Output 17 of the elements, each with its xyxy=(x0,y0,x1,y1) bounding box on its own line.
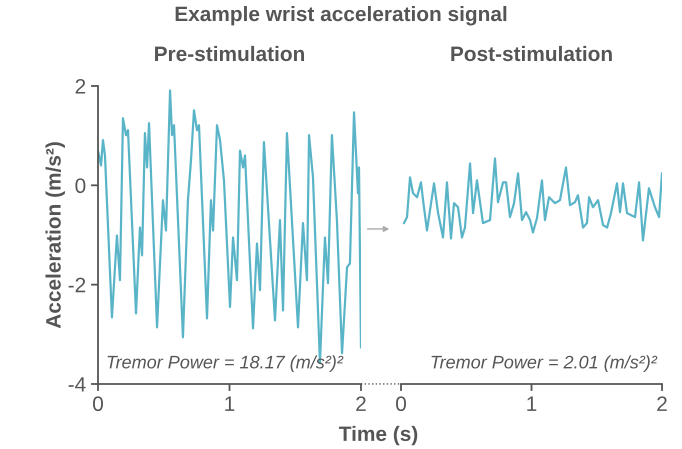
annotation: Tremor Power = 18.17 (m/s²)² xyxy=(108,355,344,372)
x-tick-label: 2 xyxy=(356,396,366,411)
x-tick-label: 2 xyxy=(657,396,667,411)
y-tick-label: -2 xyxy=(68,278,86,292)
y-tick-label: 2 xyxy=(76,78,86,94)
y-tick-label: 0 xyxy=(75,178,86,194)
y-tick-label: -4 xyxy=(68,377,86,392)
x-tick-label: 0 xyxy=(93,396,103,412)
x-tick-label: 1 xyxy=(527,396,536,411)
y-axis-title: Acceleration (m/s²) xyxy=(45,142,65,328)
chart-title: Example wrist acceleration signal xyxy=(176,6,506,26)
chart-subtitle: Pre-stimulation xyxy=(155,46,304,62)
x-axis-title: Time (s) xyxy=(338,426,418,446)
annotation: Tremor Power = 2.01 (m/s²)² xyxy=(432,355,658,372)
x-tick-label: 1 xyxy=(225,396,234,411)
x-tick-label: 0 xyxy=(396,396,406,412)
chart-subtitle: Post-stimulation xyxy=(451,46,612,62)
